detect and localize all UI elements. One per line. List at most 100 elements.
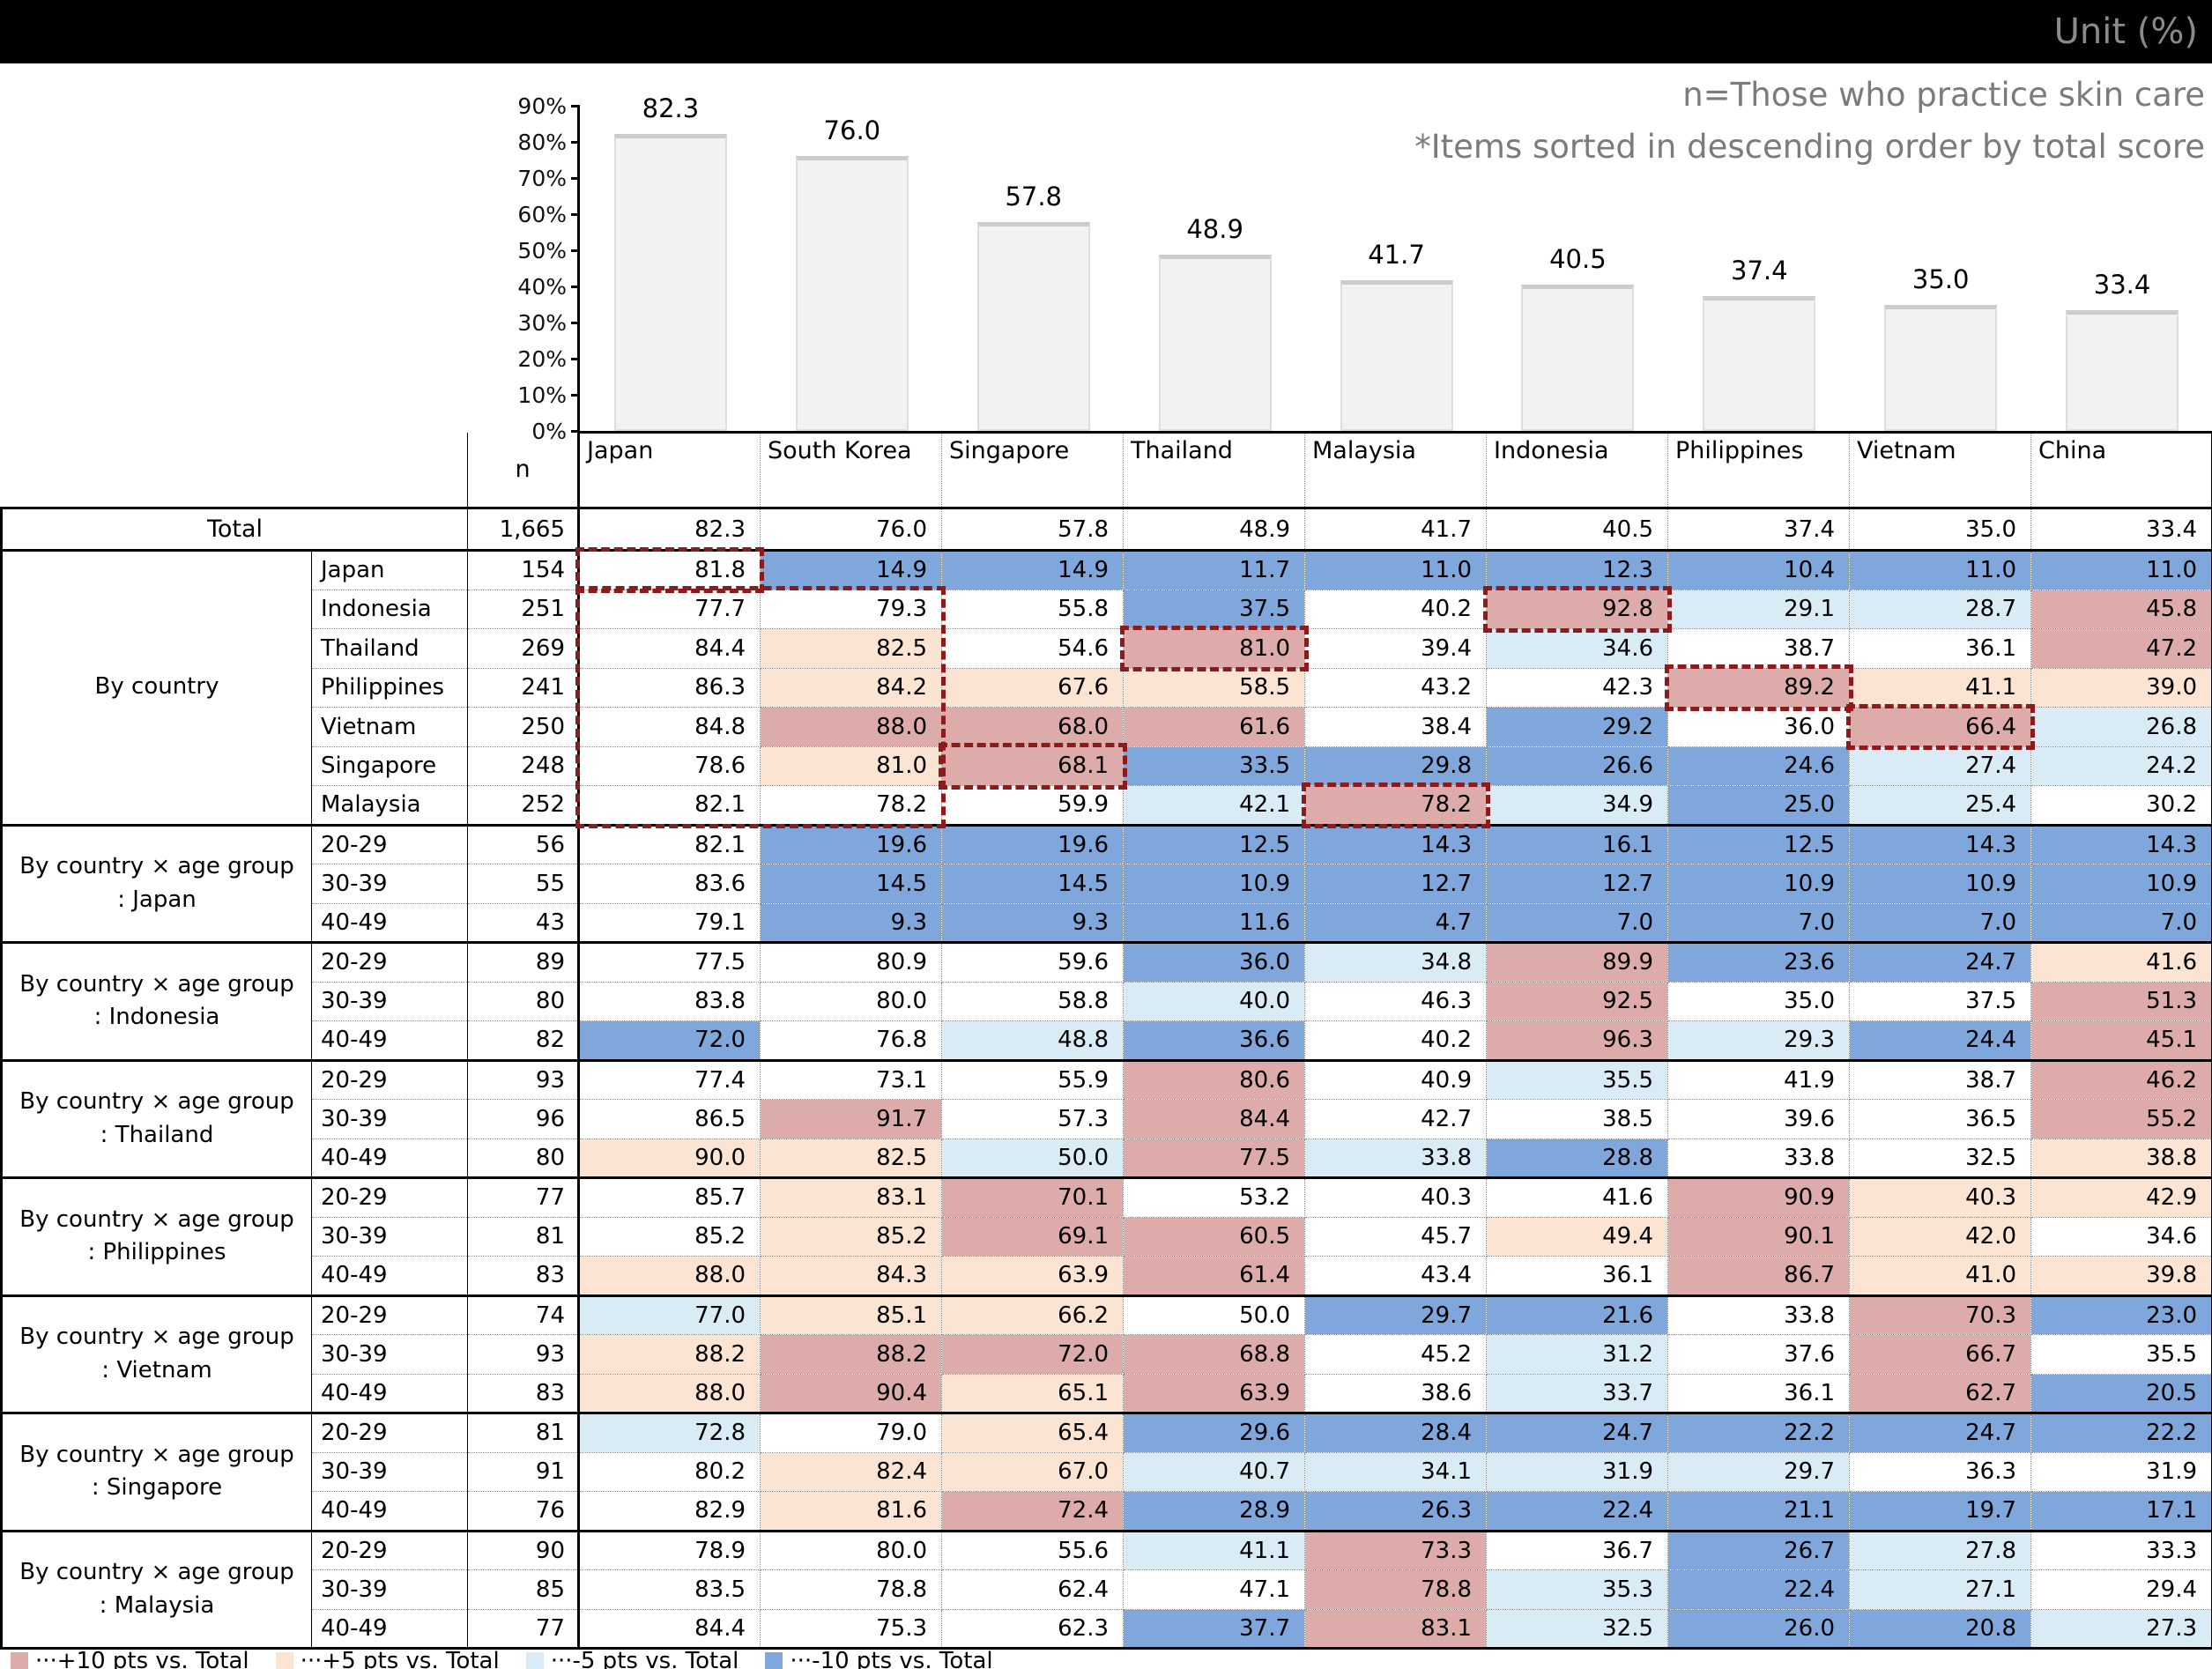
value-cell: 19.6: [941, 824, 1124, 864]
value-cell: 80.2: [577, 1451, 761, 1492]
value-cell: 88.0: [577, 1256, 761, 1297]
y-tick-label: 30%: [464, 308, 580, 337]
value-cell: 12.5: [1123, 824, 1305, 864]
value-cell: 7.0: [1849, 902, 2031, 944]
value-cell: 14.3: [1304, 824, 1487, 864]
value-cell: 46.2: [2030, 1059, 2212, 1100]
legend-label: ···-5 pts vs. Total: [550, 1648, 739, 1669]
value-cell: 66.2: [941, 1294, 1124, 1335]
table-row: By country × age group: Japan 20-29 56 82.1…: [0, 824, 2212, 944]
bar: [795, 156, 909, 431]
value-cell: 88.0: [760, 707, 942, 747]
value-cell: 73.3: [1304, 1530, 1487, 1570]
row-label: 30-39: [311, 1216, 468, 1257]
legend: ···+10 pts vs. Total ···+5 pts vs. Total ·…: [11, 1648, 993, 1669]
value-cell: 65.4: [941, 1413, 1124, 1453]
value-cell: 84.4: [1123, 1099, 1305, 1139]
value-cell: 26.7: [1667, 1530, 1850, 1570]
value-cell: 27.1: [1849, 1569, 2031, 1610]
bar-value-label: 82.3: [642, 93, 700, 123]
column-header: Philippines: [1667, 431, 1850, 509]
value-cell: 77.5: [577, 942, 761, 983]
value-cell: 42.3: [1486, 667, 1668, 708]
value-cell: 80.0: [760, 981, 942, 1021]
y-tick-label: 80%: [464, 128, 580, 156]
table-row: By country × age group: Thailand 20-29 93 7…: [0, 1059, 2212, 1179]
column-header: Thailand: [1123, 431, 1305, 509]
value-cell: 40.3: [1849, 1177, 2031, 1218]
table-row: 40-49 83 88.0 90.4 65.1 63.9 38.6 33.7 36.1 62.7 2…: [2, 1373, 2212, 1414]
value-cell: 19.7: [1849, 1491, 2031, 1532]
value-cell: 37.4: [1667, 508, 1850, 552]
bar-value-label: 33.4: [2093, 270, 2151, 300]
value-cell: 79.1: [577, 902, 761, 944]
n-cell: 252: [467, 785, 580, 827]
value-cell: 63.9: [941, 1256, 1124, 1297]
value-cell: 55.2: [2030, 1099, 2212, 1139]
bar-value-label: 35.0: [1911, 263, 1970, 294]
table-row: By country × age group: Philippines 20-29…: [0, 1177, 2212, 1297]
value-cell: 20.5: [2030, 1373, 2212, 1414]
value-cell: 41.7: [1304, 508, 1487, 552]
value-cell: 19.6: [760, 824, 942, 864]
value-cell: 28.7: [1849, 589, 2031, 629]
row-label: 40-49: [311, 1608, 468, 1650]
y-tick-label: 50%: [464, 236, 580, 264]
n-cell: 241: [467, 667, 580, 708]
bar-slot: 57.8: [943, 106, 1125, 431]
value-cell: 78.9: [577, 1530, 761, 1570]
table-row: 40-49 80 90.0 82.5 50.0 77.5 33.8 28.8 33.8 32.5 3…: [2, 1138, 2212, 1179]
value-cell: 47.1: [1123, 1569, 1305, 1610]
bar-value-label: 37.4: [1731, 255, 1788, 286]
value-cell: 70.3: [1849, 1294, 2031, 1335]
value-cell: 23.0: [2030, 1294, 2212, 1335]
value-cell: 37.6: [1667, 1334, 1850, 1375]
value-cell: 34.1: [1304, 1451, 1487, 1492]
bar-slot: 48.9: [1125, 106, 1306, 431]
n-column-header: n: [467, 432, 580, 509]
tick-mark: [571, 140, 580, 144]
bar: [1158, 254, 1272, 431]
value-cell: 17.1: [2030, 1491, 2212, 1532]
value-cell: 78.8: [1304, 1569, 1487, 1610]
value-cell: 12.7: [1486, 864, 1668, 904]
value-cell: 78.2: [1304, 785, 1487, 827]
value-cell: 34.6: [2030, 1216, 2212, 1257]
section-label: By country × age group: Malaysia: [0, 1530, 312, 1650]
value-cell: 68.0: [941, 707, 1124, 747]
value-cell: 90.9: [1667, 1177, 1850, 1218]
value-cell: 45.2: [1304, 1334, 1487, 1375]
y-tick-label: 20%: [464, 345, 580, 373]
column-header: China: [2030, 431, 2212, 509]
value-cell: 10.9: [1123, 864, 1305, 904]
total-row: Total 1,665 82.3 76.0 57.8 48.9 41.7 40.5 37.4 35…: [0, 508, 2212, 552]
table-row: By country × age group: Vietnam 20-29 74 77…: [0, 1294, 2212, 1414]
bar-value-label: 48.9: [1186, 213, 1243, 244]
bar-value-label: 41.7: [1368, 240, 1425, 271]
legend-label: ···-10 pts vs. Total: [790, 1648, 993, 1669]
value-cell: 36.1: [1486, 1256, 1668, 1297]
value-cell: 20.8: [1849, 1608, 2031, 1650]
value-cell: 40.9: [1304, 1059, 1487, 1100]
value-cell: 84.4: [577, 1608, 761, 1650]
value-cell: 57.8: [941, 508, 1124, 552]
value-cell: 29.3: [1667, 1020, 1850, 1062]
bar-value-label: 57.8: [1005, 182, 1063, 212]
bar-chart: 82.3 76.0 57.8 48.9 41.7 40.5 37.4 35.0 33.4: [577, 93, 2212, 431]
value-cell: 36.6: [1123, 1020, 1305, 1062]
value-cell: 50.0: [941, 1138, 1124, 1179]
tick-mark: [571, 285, 580, 288]
value-cell: 69.1: [941, 1216, 1124, 1257]
value-cell: 88.0: [577, 1373, 761, 1414]
value-cell: 83.5: [577, 1569, 761, 1610]
value-cell: 33.8: [1304, 1138, 1487, 1179]
row-label: 30-39: [311, 1569, 468, 1610]
y-tick-label: 40%: [464, 272, 580, 300]
value-cell: 36.1: [1849, 628, 2031, 669]
total-n: 1,665: [467, 508, 580, 552]
section-label: By country × age group: Indonesia: [0, 942, 312, 1062]
value-cell: 24.7: [1486, 1413, 1668, 1453]
value-cell: 10.9: [1667, 864, 1850, 904]
value-cell: 25.4: [1849, 785, 2031, 827]
value-cell: 29.8: [1304, 745, 1487, 786]
